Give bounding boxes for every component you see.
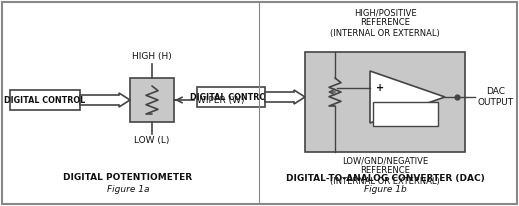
Text: −: − [375,101,385,111]
Text: +: + [376,83,384,93]
Bar [130,78,174,122]
Text: DIGITAL POTENTIOMETER: DIGITAL POTENTIOMETER [63,173,193,183]
Polygon shape [370,71,445,123]
Bar [10,90,80,110]
Bar [373,102,438,126]
Polygon shape [80,93,130,107]
Text: DIGITAL-TO-ANALOG CONVERTER (DAC): DIGITAL-TO-ANALOG CONVERTER (DAC) [285,173,484,183]
Text: DIGITAL CONTROL: DIGITAL CONTROL [4,96,86,104]
Text: WIPER (W): WIPER (W) [197,96,244,104]
Text: HIGH (H): HIGH (H) [132,52,172,61]
Text: Figure 1a: Figure 1a [107,185,149,194]
Text: DIGITAL CONTROL: DIGITAL CONTROL [190,92,271,102]
Text: Figure 1b: Figure 1b [364,185,406,194]
Polygon shape [265,90,305,104]
Bar [305,52,465,152]
Bar [197,87,265,107]
Text: HIGH/POSITIVE
REFERENCE
(INTERNAL OR EXTERNAL): HIGH/POSITIVE REFERENCE (INTERNAL OR EXT… [330,8,440,38]
Text: LOW/GND/NEGATIVE
REFERENCE
(INTERNAL OR EXTERNAL): LOW/GND/NEGATIVE REFERENCE (INTERNAL OR … [330,156,440,186]
Text: DAC
OUTPUT: DAC OUTPUT [478,87,514,107]
Text: LOW (L): LOW (L) [134,136,170,145]
